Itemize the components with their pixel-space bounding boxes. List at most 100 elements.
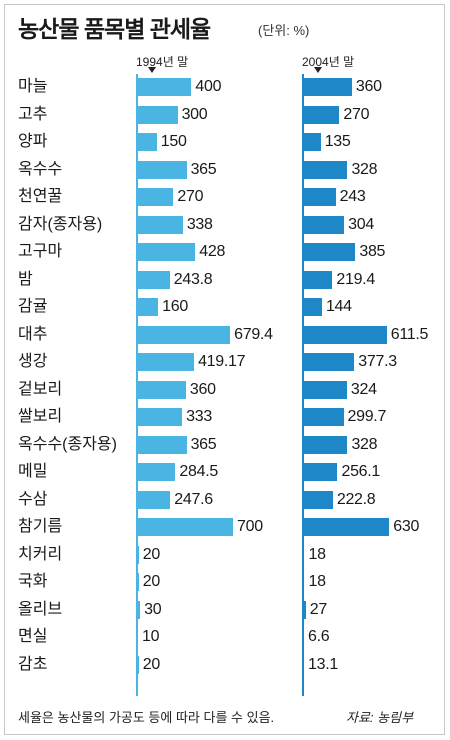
value-label-2004: 6.6	[308, 628, 330, 645]
value-label-1994: 20	[142, 573, 161, 590]
bar-1994	[136, 655, 139, 674]
category-label: 올리브	[18, 600, 63, 618]
bar-1994	[136, 628, 138, 646]
bar-2004	[302, 325, 387, 344]
value-label-1994: 700	[237, 518, 263, 535]
bar-2004	[302, 545, 305, 564]
bar-1994	[136, 353, 195, 371]
bar-2004	[302, 408, 344, 426]
category-label: 천연꿀	[18, 188, 63, 205]
category-label: 옥수수	[18, 160, 63, 178]
bar-2004	[302, 133, 321, 151]
value-label-1994: 419.17	[198, 353, 246, 370]
value-label-2004: 256.1	[341, 463, 381, 480]
value-label-2004: 27	[309, 600, 328, 618]
value-label-2004: 18	[308, 573, 326, 590]
value-label-1994: 400	[195, 78, 222, 95]
bar-2004	[302, 78, 352, 96]
chart-frame	[4, 4, 445, 735]
value-label-1994: 284.5	[179, 463, 218, 480]
bar-1994	[136, 298, 159, 316]
bar-2004	[302, 600, 306, 619]
chart-title: 농산물 품목별 관세율	[18, 16, 211, 42]
value-label-2004: 222.8	[336, 490, 376, 508]
category-label: 옥수수(종자용)	[18, 435, 117, 453]
value-label-1994: 679.4	[234, 325, 273, 343]
bar-2004	[302, 160, 348, 179]
value-label-2004: 144	[325, 298, 352, 315]
bar-1994	[136, 105, 178, 124]
category-label: 생강	[18, 353, 48, 370]
category-label: 마늘	[18, 78, 48, 95]
value-label-2004: 243	[339, 188, 366, 205]
value-label-2004: 270	[343, 105, 370, 123]
bar-2004	[302, 243, 356, 261]
value-label-2004: 328	[351, 160, 378, 178]
value-label-2004: 328	[351, 435, 378, 453]
value-label-1994: 150	[160, 133, 187, 150]
bar-1994	[136, 325, 231, 344]
value-label-2004: 13.1	[308, 655, 338, 673]
value-label-1994: 270	[177, 188, 204, 205]
bar-1994	[136, 573, 139, 591]
category-label: 감초	[18, 655, 48, 673]
bar-2004	[302, 270, 333, 289]
value-label-1994: 333	[186, 408, 212, 425]
bar-2004	[302, 463, 338, 481]
bar-1994	[136, 408, 183, 426]
value-label-1994: 10	[142, 628, 160, 645]
bar-2004	[302, 298, 322, 316]
category-label: 수삼	[18, 490, 48, 508]
footer-note: 세율은 농산물의 가공도 등에 따라 다를 수 있음.	[18, 710, 275, 725]
value-label-1994: 300	[181, 105, 208, 123]
bar-1994	[136, 518, 233, 536]
category-label: 메밀	[18, 463, 48, 480]
category-label: 대추	[18, 325, 48, 343]
category-label: 감자(종자용)	[18, 215, 103, 233]
value-label-2004: 135	[324, 133, 351, 150]
bar-2004	[302, 573, 305, 591]
bar-2004	[302, 518, 390, 536]
value-label-2004: 630	[393, 518, 420, 535]
category-label: 치커리	[18, 545, 63, 563]
bar-2004	[302, 490, 333, 509]
value-label-1994: 428	[199, 243, 226, 260]
triangle-down-icon	[314, 67, 322, 73]
bar-2004	[302, 628, 304, 646]
value-label-2004: 18	[308, 545, 326, 563]
legend-2004: 2004년 말	[302, 53, 354, 73]
bar-1994	[136, 600, 141, 619]
category-label: 고추	[18, 105, 48, 123]
value-label-1994: 247.6	[174, 490, 213, 508]
value-label-2004: 324	[350, 380, 377, 398]
value-label-2004: 299.7	[347, 408, 387, 425]
bar-2004	[302, 655, 304, 674]
value-label-2004: 377.3	[358, 353, 397, 370]
bar-1994	[136, 270, 170, 289]
footer-source: 자료: 농림부	[346, 710, 414, 725]
bar-1994	[136, 160, 187, 179]
value-label-1994: 360	[189, 380, 216, 398]
value-label-1994: 338	[186, 215, 213, 233]
category-label: 국화	[18, 573, 48, 590]
value-label-1994: 243.8	[173, 270, 213, 288]
value-label-2004: 304	[348, 215, 374, 233]
bar-1994	[136, 188, 174, 206]
legend-1994: 1994년 말	[136, 53, 188, 73]
value-label-2004: 385	[359, 243, 386, 260]
category-label: 쌀보리	[18, 408, 63, 425]
category-label: 고구마	[18, 243, 63, 260]
value-label-1994: 30	[144, 600, 162, 618]
bar-1994	[136, 380, 186, 399]
bar-1994	[136, 545, 139, 564]
bar-2004	[302, 353, 355, 371]
bar-1994	[136, 78, 192, 96]
value-label-1994: 160	[162, 298, 188, 315]
triangle-down-icon	[148, 67, 156, 73]
value-label-1994: 20	[142, 545, 161, 563]
bar-1994	[136, 490, 171, 509]
value-label-1994: 365	[190, 160, 217, 178]
bar-1994	[136, 215, 183, 234]
category-label: 참기름	[18, 518, 63, 535]
bar-1994	[136, 133, 157, 151]
